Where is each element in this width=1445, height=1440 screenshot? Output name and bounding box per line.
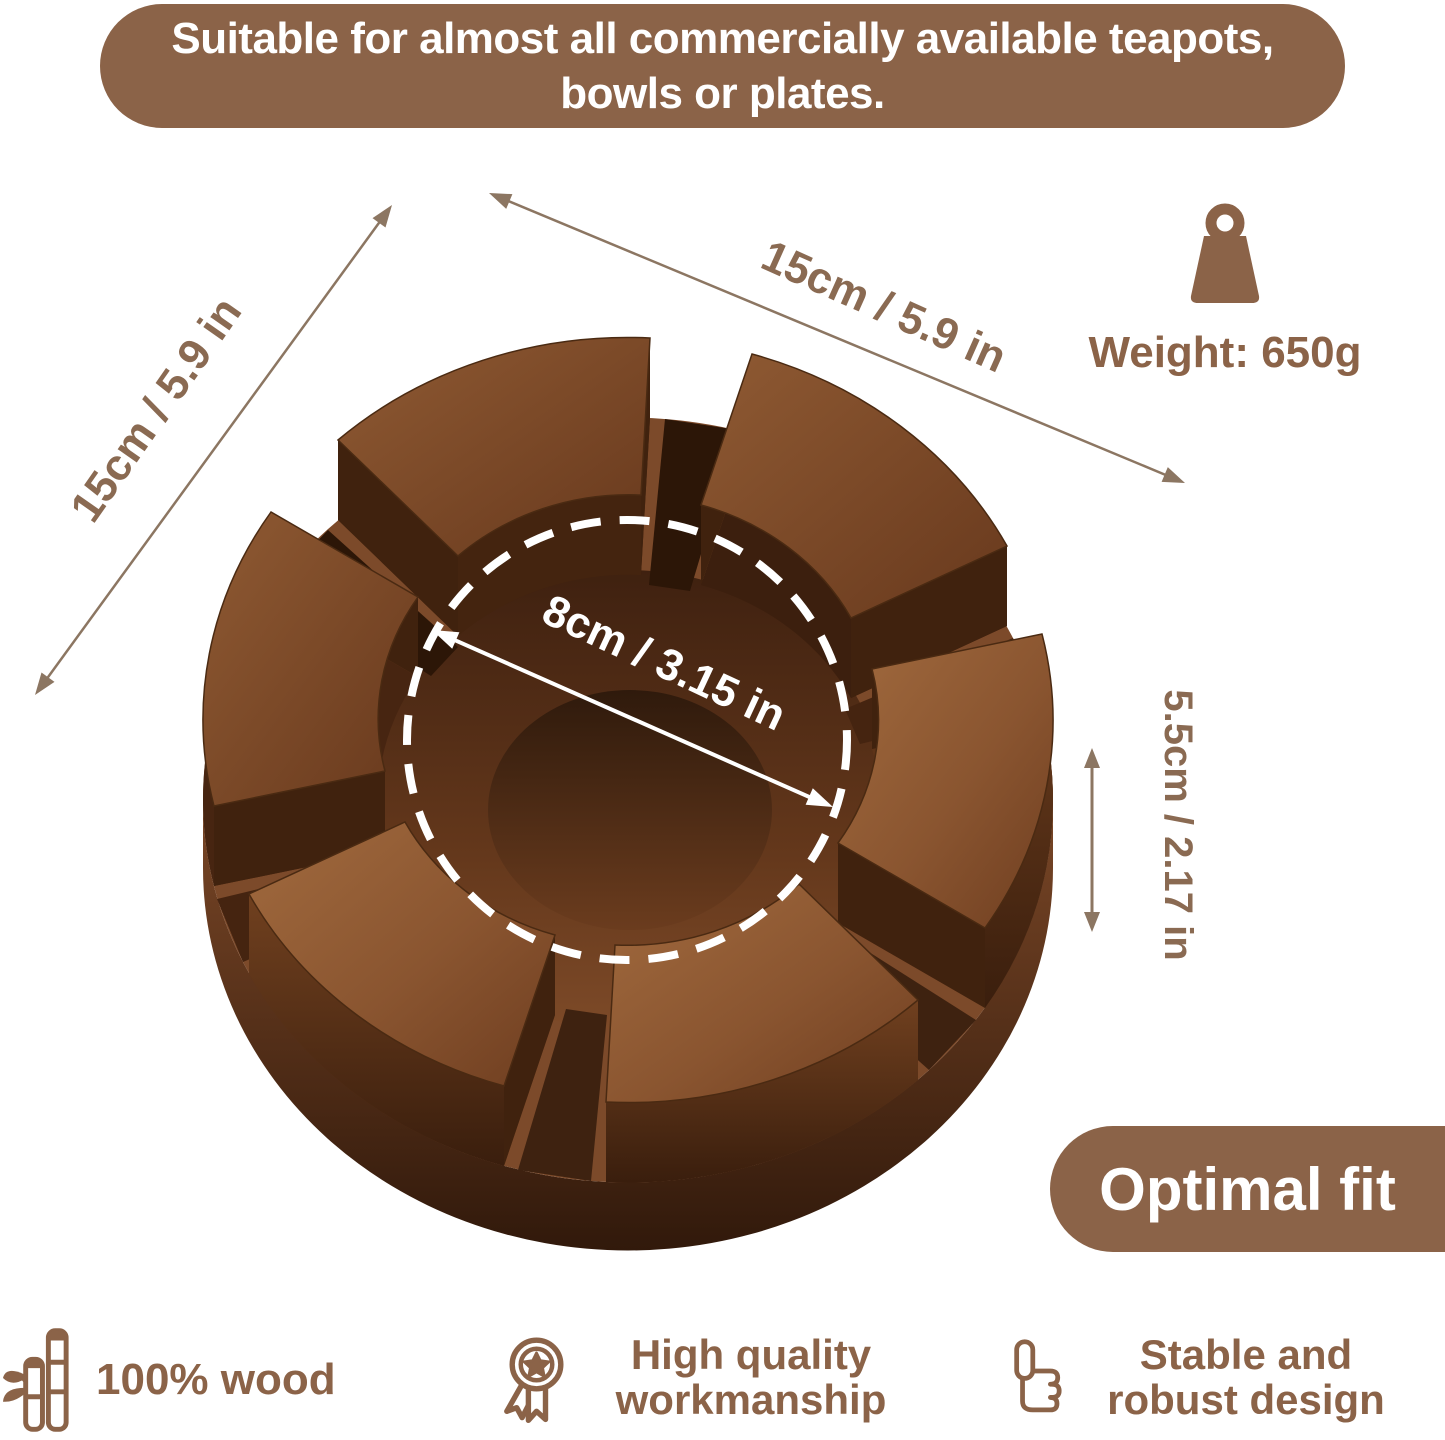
bamboo-icon (2, 1328, 69, 1432)
product-wedge-tops (202, 336, 1054, 1104)
feature-label-quality: High quality workmanship (615, 1331, 887, 1423)
product-wedge-outer-walls (249, 634, 1053, 1183)
feature-label-stability: Stable and robust design (1107, 1331, 1385, 1423)
feature-wood: 100% wood (2, 1326, 336, 1434)
dimension-arrow-height (1084, 748, 1100, 932)
inner-diameter-dashed-circle (403, 516, 851, 964)
feature-label-wood: 100% wood (96, 1355, 336, 1404)
weight-icon (1190, 203, 1260, 303)
dimension-arrow-top (489, 193, 1185, 483)
dimension-label-left: 15cm / 5.9 in (61, 288, 251, 530)
optimal-fit-badge: Optimal fit (1050, 1126, 1445, 1252)
inner-diameter-arrow (432, 630, 833, 807)
feature-stability: Stable and robust design (1002, 1326, 1406, 1430)
medal-icon (504, 1337, 564, 1423)
dimension-arrow-left (35, 205, 392, 695)
product-image (202, 336, 1054, 1251)
feature-quality: High quality workmanship (496, 1326, 916, 1430)
dimension-label-top: 15cm / 5.9 in (754, 231, 1013, 382)
product-center-recess (488, 690, 772, 930)
product-base-wall (203, 800, 1053, 1251)
thumbs-up-icon (1014, 1339, 1062, 1413)
banner: Suitable for almost all commercially ava… (100, 4, 1345, 128)
weight-label: Weight: 650g (1088, 328, 1362, 377)
dimension-label-height: 5.5cm / 2.17 in (1156, 689, 1200, 960)
weight-block: Weight: 650g (1080, 202, 1370, 378)
